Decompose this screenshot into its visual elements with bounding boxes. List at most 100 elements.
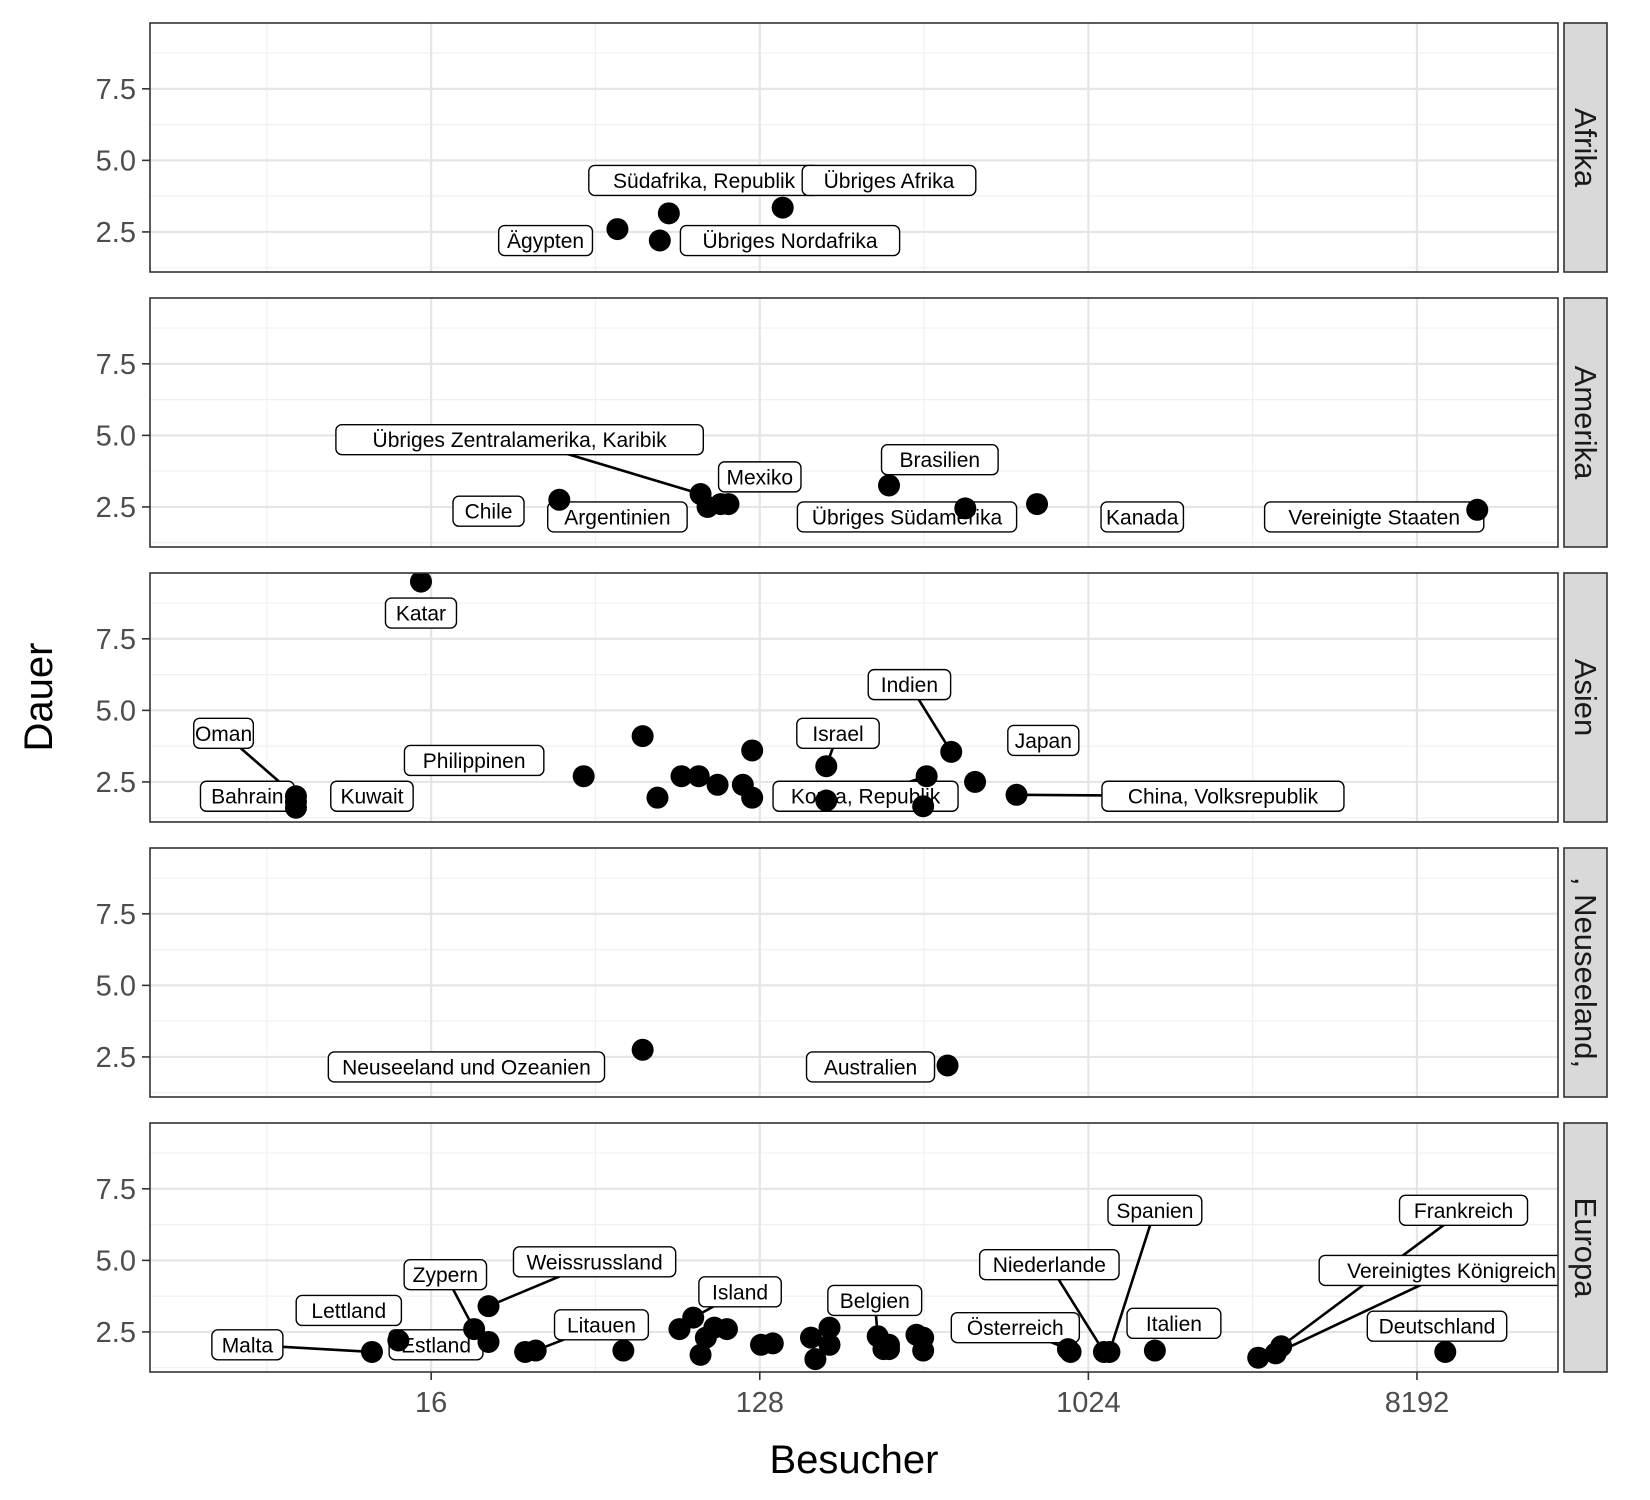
point-label-box (679, 224, 901, 257)
point-label-box (867, 668, 952, 701)
data-point (1098, 1340, 1121, 1363)
point-label-text: Brasilien (900, 449, 981, 472)
point-label-text: Vereinigte Staaten (1288, 506, 1460, 529)
point-label: Kanada (1100, 501, 1185, 533)
facet-strip (1563, 572, 1608, 823)
data-point (631, 725, 654, 748)
point-label-box (698, 1276, 782, 1308)
point-label-text: Malta (222, 1334, 274, 1357)
point-label-text: Weissrussland (526, 1251, 662, 1274)
y-tick-label: 2.5 (96, 492, 136, 524)
facet-strip (1563, 1122, 1608, 1373)
point-label: Österreich (950, 1311, 1081, 1344)
point-label-text: Kanada (1106, 506, 1179, 529)
point-label: Ägypten (497, 224, 594, 257)
y-tick-label: 2.5 (96, 767, 136, 799)
point-label-text: Südafrika, Republik (613, 170, 796, 193)
point-label: Südafrika, Republik (588, 164, 821, 197)
data-point (1026, 493, 1049, 516)
facet-strip (1563, 297, 1608, 548)
x-tick-label: 16 (415, 1387, 447, 1419)
facet-panel: Katar Indien Oman Israel Japan Philippinen Bah… (96, 572, 1608, 823)
point-label-box (978, 1248, 1120, 1281)
point-label: Oman (193, 717, 255, 749)
data-point (524, 1339, 547, 1362)
point-label: Katar (384, 597, 458, 629)
point-label-text: Litauen (567, 1314, 636, 1337)
point-label-box (193, 717, 255, 749)
data-point (715, 1318, 738, 1341)
data-point (657, 202, 680, 225)
facet-panel: Übriges Zentralamerika, Karibik Mexiko Bra… (96, 297, 1608, 548)
point-label-box (1398, 1194, 1529, 1226)
point-label-box (827, 1284, 923, 1317)
point-label: Mexiko (717, 461, 802, 493)
x-axis-title: Besucher (770, 1438, 939, 1482)
y-tick-label: 7.5 (96, 74, 136, 106)
point-label-text: Mexiko (727, 466, 794, 489)
data-point (572, 765, 595, 788)
facet-panel: Neuseeland und Ozeanien Australien , Neuse… (96, 847, 1608, 1098)
point-label-box (1318, 1254, 1558, 1287)
y-tick-label: 5.0 (96, 970, 136, 1002)
data-point (696, 495, 719, 518)
data-point (799, 1326, 822, 1349)
point-label-box (330, 780, 414, 812)
point-label: Kuwait (330, 780, 414, 812)
data-point (717, 493, 740, 516)
data-point (687, 765, 710, 788)
data-point (954, 497, 977, 520)
point-label-text: Israel (812, 723, 863, 746)
data-point (548, 488, 571, 511)
point-label-text: Vereinigtes Königreich (1347, 1260, 1556, 1283)
data-point (878, 474, 901, 497)
data-point (1270, 1335, 1293, 1358)
point-label-text: Übriges Zentralamerika, Karibik (373, 429, 668, 452)
data-point (646, 786, 669, 809)
y-tick-label: 5.0 (96, 695, 136, 727)
point-label: Argentinien (547, 501, 688, 533)
point-label-text: Island (712, 1281, 768, 1304)
data-point (284, 790, 307, 813)
panel-border (149, 847, 1559, 1098)
point-label: Malta (211, 1329, 284, 1361)
point-label: Übriges Nordafrika (679, 224, 901, 257)
data-point (648, 229, 671, 252)
point-label-text: China, Volksrepublik (1128, 786, 1319, 809)
y-tick-label: 7.5 (96, 1174, 136, 1206)
data-point (878, 1338, 901, 1361)
point-label-box (717, 461, 802, 493)
data-point (631, 1038, 654, 1061)
point-label-text: Estland (401, 1334, 471, 1357)
point-label: Bahrain (199, 780, 295, 812)
data-point (682, 1306, 705, 1329)
point-label-text: Lettland (311, 1300, 386, 1323)
data-point (818, 1316, 841, 1339)
data-point (936, 1054, 959, 1077)
point-label: Niederlande (978, 1248, 1120, 1281)
panel-border (149, 1122, 1559, 1373)
point-label: China, Volksrepublik (1101, 780, 1345, 812)
point-label-box (512, 1246, 677, 1278)
point-label-box (403, 744, 545, 777)
data-point (477, 1295, 500, 1318)
data-point (912, 795, 935, 818)
point-label-text: Australien (824, 1056, 917, 1079)
point-label-text: Frankreich (1414, 1200, 1513, 1223)
point-label: Weissrussland (512, 1246, 677, 1278)
point-label: Deutschland (1366, 1310, 1508, 1342)
point-label-text: Philippinen (423, 750, 526, 773)
point-label: Island (698, 1276, 782, 1308)
point-label-text: Spanien (1116, 1200, 1193, 1223)
y-tick-label: 5.0 (96, 145, 136, 177)
point-label-box (1107, 1194, 1203, 1226)
x-tick-label: 1024 (1056, 1387, 1121, 1419)
point-label-box (1126, 1307, 1222, 1340)
y-tick-label: 5.0 (96, 420, 136, 452)
point-label-box (805, 1051, 936, 1083)
point-label-text: Übriges Afrika (824, 170, 955, 193)
point-label: Chile (452, 495, 525, 527)
data-point (387, 1329, 410, 1352)
facet-panel: Spanien Frankreich Niederlande Weissrusslan… (96, 1122, 1608, 1419)
point-label: Zypern (403, 1258, 488, 1291)
